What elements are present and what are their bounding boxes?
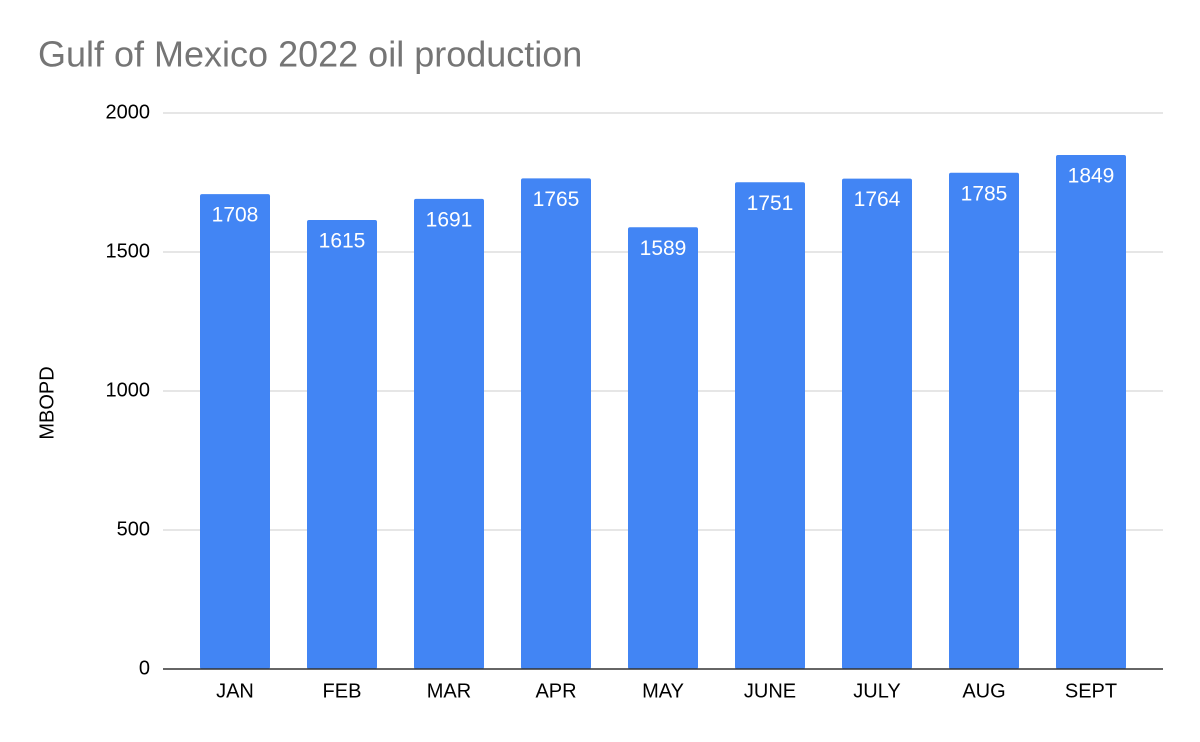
- x-tick-label: MAR: [427, 680, 471, 702]
- data-label: 1589: [640, 237, 687, 260]
- x-tick-label: FEB: [323, 680, 362, 702]
- data-label: 1691: [426, 208, 473, 231]
- x-tick-label: JUNE: [744, 680, 796, 702]
- bar: [307, 220, 377, 669]
- x-tick-label: SEPT: [1065, 680, 1117, 702]
- bar: [949, 172, 1019, 669]
- data-label: 1615: [319, 230, 366, 253]
- bar: [521, 178, 591, 669]
- data-label: 1849: [1068, 165, 1115, 188]
- y-axis-label: MBOPD: [36, 366, 58, 439]
- bar: [1056, 154, 1126, 669]
- bar: [842, 178, 912, 669]
- bar: [200, 194, 270, 669]
- bar: [735, 182, 805, 670]
- data-label: 1751: [747, 192, 794, 215]
- y-tick-label: 500: [117, 518, 150, 540]
- y-tick-label: 2000: [106, 101, 151, 123]
- chart-title: Gulf of Mexico 2022 oil production: [38, 34, 582, 75]
- data-label: 1708: [212, 204, 259, 227]
- x-tick-label: JAN: [216, 680, 254, 702]
- x-tick-label: MAY: [642, 680, 684, 702]
- bar: [628, 227, 698, 669]
- bar: [414, 198, 484, 670]
- data-label: 1764: [854, 188, 901, 211]
- x-tick-label: JULY: [853, 680, 900, 702]
- x-tick-label: APR: [535, 680, 576, 702]
- data-label: 1765: [533, 188, 580, 211]
- y-tick-label: 0: [139, 657, 150, 679]
- y-tick-label: 1500: [106, 240, 151, 262]
- y-tick-label: 1000: [106, 379, 151, 401]
- x-tick-label: AUG: [962, 680, 1005, 702]
- data-label: 1785: [961, 182, 1008, 205]
